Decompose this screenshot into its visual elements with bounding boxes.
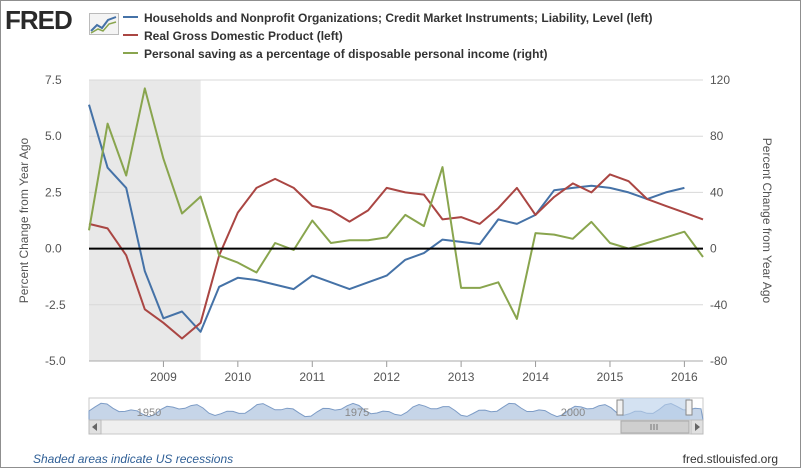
legend-label: Personal saving as a percentage of dispo… xyxy=(144,47,548,61)
y-right-axis-title: Percent Change from Year Ago xyxy=(760,138,774,304)
chart-trend-icon xyxy=(89,13,119,35)
navigator-year-label: 1975 xyxy=(345,407,369,419)
x-tick-label: 2016 xyxy=(671,370,698,384)
legend-swatch-blue xyxy=(123,15,138,18)
fred-logo-text: FRED xyxy=(5,5,73,35)
source-link[interactable]: fred.stlouisfed.org xyxy=(682,452,778,466)
navigator-selection xyxy=(620,398,690,420)
arrow-right-icon xyxy=(695,423,700,431)
legend-item-households[interactable]: Households and Nonprofit Organizations; … xyxy=(123,11,653,25)
navigator-year-label: 1950 xyxy=(137,407,161,419)
series-line-3 xyxy=(88,87,704,320)
scrollbar-thumb xyxy=(620,420,690,434)
x-tick-label: 2012 xyxy=(373,370,400,384)
x-tick-label: 2010 xyxy=(224,370,251,384)
x-tick-label: 2013 xyxy=(448,370,475,384)
y-right-tick-label: 40 xyxy=(710,185,724,199)
series-line-1 xyxy=(88,104,685,333)
recession-note: Shaded areas indicate US recessions xyxy=(33,452,234,466)
x-tick-label: 2009 xyxy=(150,370,177,384)
x-tick-label: 2014 xyxy=(522,370,549,384)
y-left-axis-title: Percent Change from Year Ago xyxy=(17,137,31,303)
legend-label: Real Gross Domestic Product (left) xyxy=(144,29,343,43)
y-left-tick-label: 0.0 xyxy=(45,242,62,256)
legend-item-gdp[interactable]: Real Gross Domestic Product (left) xyxy=(123,29,343,43)
y-left-tick-label: 2.5 xyxy=(45,185,62,199)
navigator-handle[interactable] xyxy=(685,399,693,416)
y-right-tick-label: 120 xyxy=(710,73,730,87)
y-right-tick-label: -80 xyxy=(710,354,728,368)
legend-swatch-red xyxy=(123,33,138,36)
y-left-tick-label: -2.5 xyxy=(45,298,66,312)
navigator-area xyxy=(88,402,704,421)
y-left-tick-label: 7.5 xyxy=(45,73,62,87)
series-line-2 xyxy=(88,173,704,340)
y-right-tick-label: 0 xyxy=(710,242,717,256)
arrow-left-icon xyxy=(92,423,97,431)
recession-shade xyxy=(89,80,201,361)
x-tick-label: 2015 xyxy=(597,370,624,384)
chart-svg: 7.5 5.0 2.5 0.0 -2.5 -5.0 120 80 40 0 -40 -80 2009 20… xyxy=(17,73,774,435)
y-right-tick-label: -40 xyxy=(710,298,728,312)
scrollbar-track xyxy=(88,419,704,435)
y-left-tick-label: 5.0 xyxy=(45,129,62,143)
legend-label: Households and Nonprofit Organizations; … xyxy=(144,11,653,25)
navigator-handle[interactable] xyxy=(616,399,624,416)
navigator: 1950 1975 2000 xyxy=(88,397,704,421)
legend-swatch-green xyxy=(123,51,138,54)
y-left-tick-label: -5.0 xyxy=(45,354,66,368)
y-right-tick-label: 80 xyxy=(710,129,724,143)
scrollbar[interactable] xyxy=(88,419,704,435)
x-tick-label: 2011 xyxy=(299,370,325,384)
navigator-year-label: 2000 xyxy=(561,407,585,419)
legend-item-saving[interactable]: Personal saving as a percentage of dispo… xyxy=(123,47,547,61)
